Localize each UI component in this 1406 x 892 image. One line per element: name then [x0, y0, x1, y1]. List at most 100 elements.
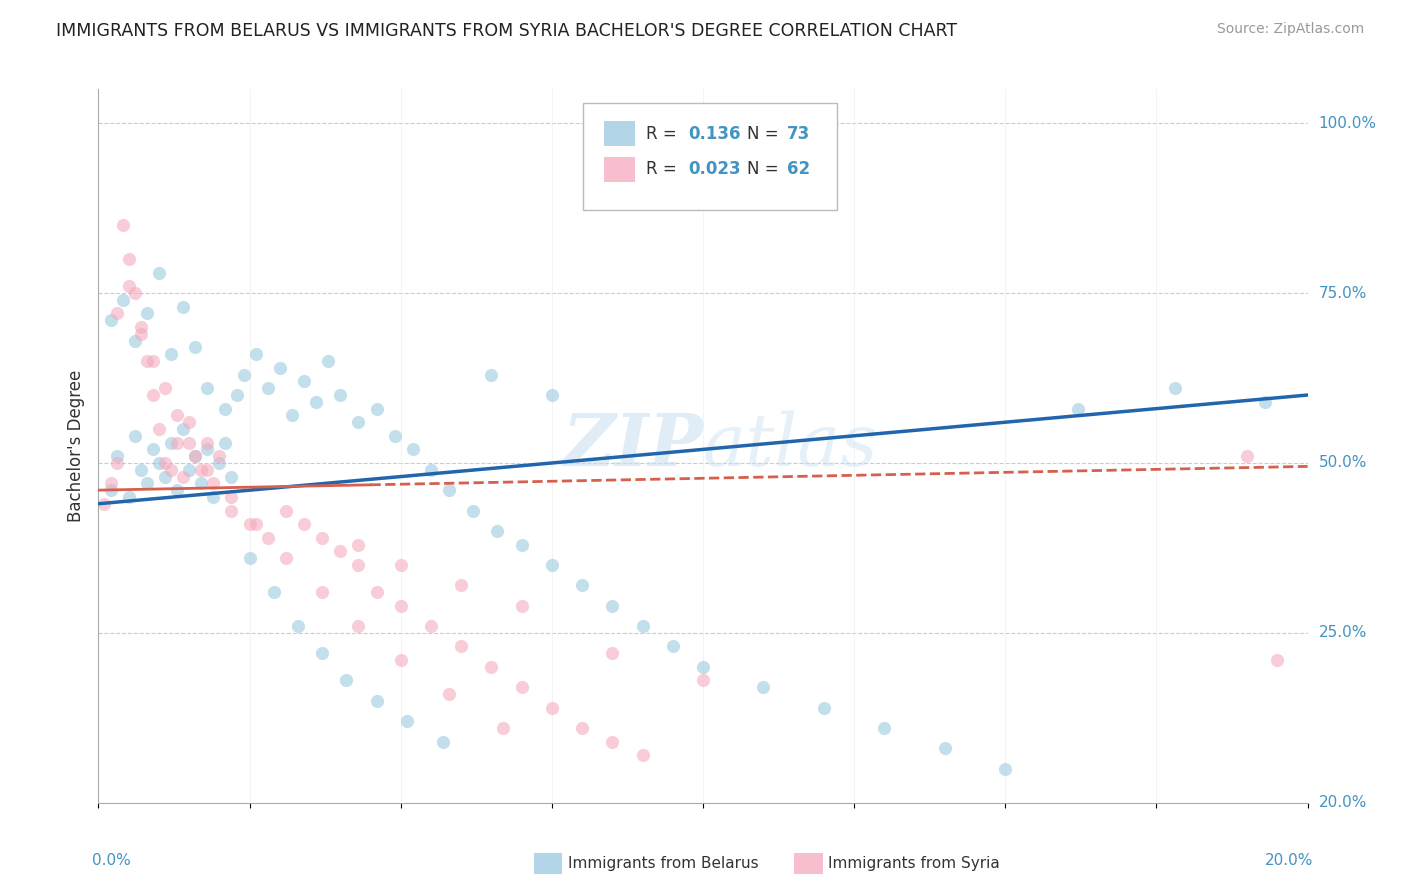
Point	[148, 422, 170, 436]
Text: Source: ZipAtlas.com: Source: ZipAtlas.com	[1216, 22, 1364, 37]
Point	[148, 456, 170, 470]
Point	[129, 463, 152, 477]
Point	[366, 401, 388, 416]
Point	[239, 517, 262, 532]
Point	[281, 409, 304, 423]
Point	[631, 748, 654, 763]
Point	[245, 347, 267, 361]
Point	[142, 354, 165, 368]
Point	[292, 517, 315, 532]
Point	[208, 456, 231, 470]
Point	[420, 619, 443, 633]
Point	[692, 673, 714, 688]
Point	[934, 741, 956, 756]
Point	[124, 334, 146, 348]
Point	[105, 449, 128, 463]
Point	[221, 490, 243, 504]
Point	[160, 435, 183, 450]
Point	[142, 388, 165, 402]
Point	[752, 680, 775, 694]
Text: 0.136: 0.136	[689, 125, 741, 143]
Point	[118, 279, 141, 293]
Point	[263, 585, 285, 599]
Point	[179, 415, 201, 429]
Point	[195, 463, 218, 477]
Point	[571, 721, 593, 735]
Point	[100, 313, 122, 327]
Point	[420, 463, 443, 477]
Text: 62: 62	[787, 161, 810, 178]
Point	[172, 469, 194, 483]
Point	[631, 619, 654, 633]
Text: 100.0%: 100.0%	[1319, 116, 1376, 131]
Point	[202, 476, 225, 491]
Point	[540, 388, 562, 402]
Text: ZIP: ZIP	[562, 410, 703, 482]
Point	[366, 694, 388, 708]
Point	[389, 599, 412, 613]
Point	[813, 700, 835, 714]
Point	[256, 531, 278, 545]
Point	[100, 476, 122, 491]
Text: Immigrants from Belarus: Immigrants from Belarus	[568, 856, 759, 871]
Point	[179, 463, 201, 477]
Point	[571, 578, 593, 592]
Point	[195, 435, 218, 450]
Point	[166, 483, 188, 498]
Point	[172, 422, 194, 436]
Point	[1236, 449, 1258, 463]
Point	[226, 388, 249, 402]
Point	[148, 266, 170, 280]
Point	[540, 700, 562, 714]
Point	[395, 714, 418, 729]
Point	[274, 551, 297, 566]
Point	[124, 429, 146, 443]
Point	[347, 619, 370, 633]
Point	[153, 469, 176, 483]
Point	[274, 503, 297, 517]
Point	[166, 435, 188, 450]
Point	[93, 497, 115, 511]
Point	[129, 320, 152, 334]
Point	[463, 503, 485, 517]
Point	[1163, 381, 1185, 395]
Text: 0.023: 0.023	[689, 161, 741, 178]
Point	[602, 599, 624, 613]
Text: R =: R =	[647, 125, 682, 143]
Point	[142, 442, 165, 457]
Point	[329, 388, 352, 402]
Point	[184, 341, 207, 355]
Point	[602, 646, 624, 660]
Point	[510, 537, 533, 551]
Text: N =: N =	[748, 161, 785, 178]
Point	[335, 673, 357, 688]
Point	[402, 442, 425, 457]
Point	[214, 435, 236, 450]
Point	[450, 578, 472, 592]
Point	[311, 646, 333, 660]
Point	[305, 394, 328, 409]
Point	[602, 734, 624, 748]
Text: 25.0%: 25.0%	[1319, 625, 1367, 640]
Point	[692, 660, 714, 674]
Point	[202, 490, 225, 504]
Point	[366, 585, 388, 599]
Point	[492, 721, 515, 735]
Text: N =: N =	[748, 125, 785, 143]
Point	[256, 381, 278, 395]
Point	[111, 293, 134, 307]
Point	[221, 503, 243, 517]
Point	[287, 619, 309, 633]
Point	[111, 218, 134, 232]
Text: R =: R =	[647, 161, 682, 178]
Point	[129, 326, 152, 341]
Point	[100, 483, 122, 498]
Point	[179, 435, 201, 450]
Point	[160, 463, 183, 477]
Point	[316, 354, 339, 368]
Y-axis label: Bachelor's Degree: Bachelor's Degree	[66, 370, 84, 522]
Point	[135, 306, 157, 320]
Text: 20.0%: 20.0%	[1265, 853, 1313, 868]
Point	[481, 368, 503, 382]
Point	[661, 640, 683, 654]
